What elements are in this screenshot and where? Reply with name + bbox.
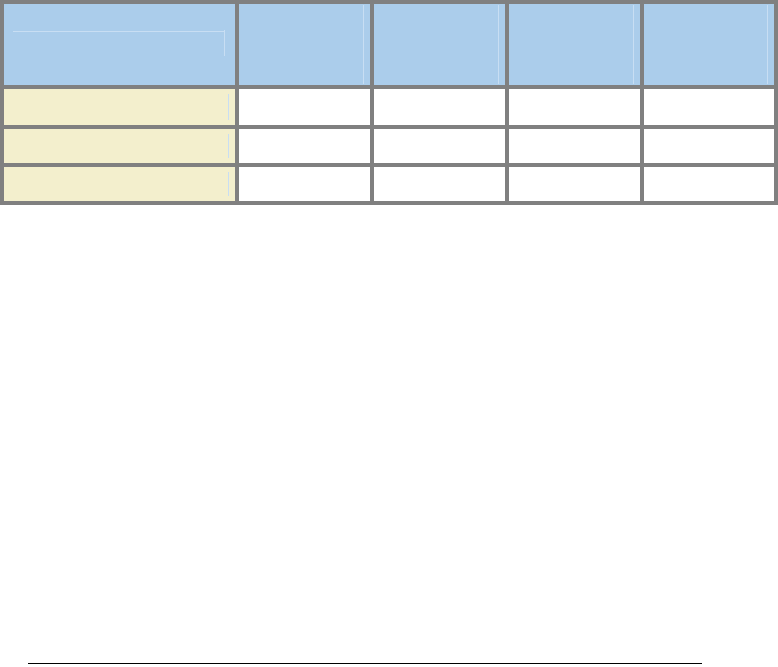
table-cell <box>374 89 505 125</box>
table-cell <box>239 167 370 201</box>
cell-highlight-line <box>633 5 634 84</box>
table-cell <box>644 129 774 163</box>
table-cell <box>644 167 774 201</box>
header-cell <box>644 4 774 85</box>
table-cell <box>509 167 640 201</box>
cell-highlight-line <box>363 5 364 84</box>
header-inner-rule <box>13 31 225 32</box>
header-cell <box>4 4 235 85</box>
table-cell <box>509 89 640 125</box>
header-cell <box>239 4 370 85</box>
table-cell <box>509 129 640 163</box>
data-table <box>0 0 778 205</box>
row-label-cell <box>4 89 235 125</box>
table-cell <box>239 129 370 163</box>
cell-highlight-line <box>228 172 229 196</box>
table-cell <box>374 129 505 163</box>
cell-highlight-line <box>224 30 225 56</box>
row-label-cell <box>4 167 235 201</box>
footnote-rule <box>28 663 702 664</box>
cell-highlight-line <box>228 134 229 158</box>
cell-highlight-line <box>498 5 499 84</box>
header-cell <box>509 4 640 85</box>
cell-highlight-line <box>228 94 229 120</box>
table-cell <box>644 89 774 125</box>
table-cell <box>374 167 505 201</box>
cell-highlight-line <box>767 5 768 84</box>
row-label-cell <box>4 129 235 163</box>
header-cell <box>374 4 505 85</box>
table-cell <box>239 89 370 125</box>
